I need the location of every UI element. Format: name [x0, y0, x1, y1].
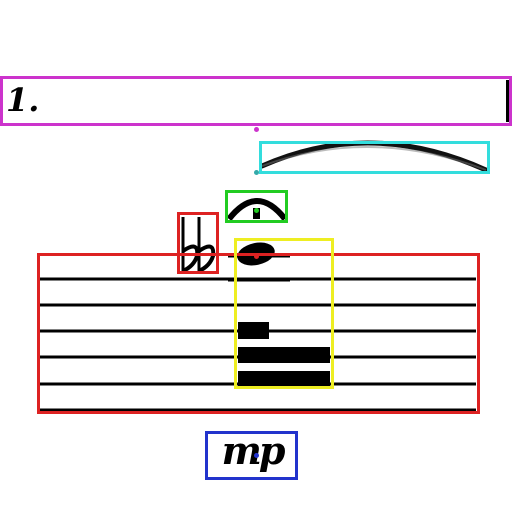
dynamic-label: mp	[221, 428, 286, 473]
accidental-box	[177, 212, 219, 274]
volta-bracket	[506, 80, 510, 122]
double-flat-glyph	[181, 217, 216, 273]
fermata-box	[225, 190, 288, 223]
slur-center-marker	[254, 170, 259, 175]
volta-center-marker	[254, 127, 259, 132]
fermata-mark	[226, 198, 288, 221]
fermata-center-marker	[254, 208, 259, 213]
dynamic-box	[205, 431, 298, 480]
staff-center-marker	[254, 254, 259, 259]
note-beams	[238, 322, 330, 387]
volta-label: 1.	[6, 81, 40, 119]
dynamic-center-marker	[254, 453, 259, 458]
volta-box	[0, 76, 512, 126]
slur-box	[259, 141, 490, 174]
note-box	[234, 238, 334, 389]
